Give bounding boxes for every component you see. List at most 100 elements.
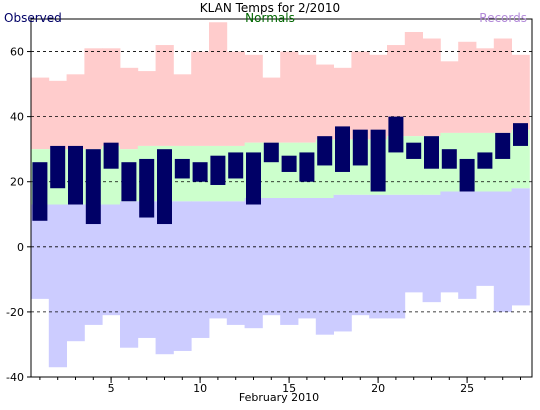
observed-bar bbox=[459, 158, 475, 192]
record-high-bar bbox=[226, 51, 245, 146]
record-high-bar bbox=[493, 38, 512, 133]
x-tick-label: 5 bbox=[108, 382, 115, 395]
observed-bar bbox=[317, 136, 333, 166]
observed-bar bbox=[263, 142, 279, 163]
observed-bar bbox=[513, 123, 528, 146]
observed-bar bbox=[68, 145, 83, 205]
record-high-bar bbox=[102, 48, 121, 146]
legend-observed: Observed bbox=[4, 11, 62, 25]
record-low-bar bbox=[511, 188, 530, 306]
record-low-bar bbox=[191, 201, 210, 338]
observed-bar bbox=[441, 149, 457, 169]
observed-bar bbox=[174, 158, 190, 179]
record-high-bar bbox=[84, 48, 103, 150]
observed-bar bbox=[424, 136, 439, 169]
legend-records: Records bbox=[479, 11, 527, 25]
x-tick-label: 25 bbox=[460, 382, 474, 395]
observed-bar bbox=[335, 126, 350, 172]
y-tick-label: 60 bbox=[10, 46, 24, 59]
record-low-bar bbox=[102, 204, 121, 316]
record-low-bar bbox=[369, 194, 388, 319]
record-high-bar bbox=[191, 51, 210, 146]
chart-title: KLAN Temps for 2/2010 bbox=[200, 1, 340, 15]
observed-bar bbox=[50, 145, 66, 189]
record-low-bar bbox=[315, 198, 334, 335]
record-low-bar bbox=[84, 204, 103, 325]
record-low-bar bbox=[298, 198, 317, 319]
record-high-bar bbox=[66, 74, 85, 150]
observed-bar bbox=[406, 142, 422, 159]
record-low-bar bbox=[440, 191, 459, 293]
record-high-bar bbox=[511, 54, 530, 130]
record-low-bar bbox=[209, 201, 228, 319]
observed-bar bbox=[281, 155, 297, 172]
record-high-bar bbox=[120, 67, 139, 150]
record-low-bar bbox=[262, 198, 281, 316]
observed-bar bbox=[103, 142, 119, 169]
record-high-bar bbox=[173, 74, 192, 146]
record-high-bar bbox=[262, 77, 281, 143]
plot-frame bbox=[30, 18, 533, 378]
observed-bar bbox=[192, 162, 208, 182]
observed-bar bbox=[121, 162, 137, 202]
observed-bar bbox=[477, 152, 493, 169]
record-high-bar bbox=[369, 54, 388, 140]
record-low-bar bbox=[404, 194, 423, 293]
observed-bar bbox=[139, 158, 155, 218]
record-high-bar bbox=[440, 61, 459, 133]
record-high-bar bbox=[31, 77, 50, 150]
observed-bar bbox=[210, 155, 226, 185]
record-low-bar bbox=[280, 198, 299, 325]
record-low-bar bbox=[476, 191, 495, 286]
record-low-bar bbox=[155, 201, 174, 355]
record-high-bar bbox=[333, 67, 352, 140]
observed-bar bbox=[157, 149, 172, 225]
y-tick-label: 20 bbox=[10, 176, 24, 189]
record-low-bar bbox=[351, 194, 370, 316]
record-low-bar bbox=[48, 204, 67, 368]
x-tick-label: 10 bbox=[193, 382, 207, 395]
y-tick-label: 40 bbox=[10, 111, 24, 124]
record-low-bar bbox=[387, 194, 406, 319]
record-low-bar bbox=[66, 204, 85, 342]
observed-bar bbox=[246, 152, 261, 205]
observed-bar bbox=[228, 152, 244, 179]
record-high-bar bbox=[137, 71, 156, 146]
record-high-bar bbox=[280, 51, 299, 143]
x-tick-label: 20 bbox=[371, 382, 385, 395]
observed-bar bbox=[299, 152, 315, 182]
record-low-bar bbox=[458, 191, 477, 299]
record-high-bar bbox=[422, 38, 441, 137]
record-low-bar bbox=[333, 194, 352, 332]
record-low-bar bbox=[493, 191, 512, 312]
observed-bar bbox=[370, 129, 386, 192]
record-high-bar bbox=[315, 64, 334, 140]
y-tick-label: -20 bbox=[6, 306, 24, 319]
observed-bar bbox=[388, 116, 404, 153]
observed-bar bbox=[352, 129, 368, 166]
record-high-bar bbox=[387, 45, 406, 137]
x-tick-label: 15 bbox=[282, 382, 296, 395]
record-high-bar bbox=[209, 22, 228, 146]
x-axis-label: February 2010 bbox=[239, 391, 319, 404]
record-low-bar bbox=[244, 198, 263, 329]
y-tick-label: -40 bbox=[6, 371, 24, 384]
record-high-bar bbox=[48, 80, 67, 150]
observed-bar bbox=[495, 132, 511, 159]
record-high-bar bbox=[244, 54, 263, 143]
record-high-bar bbox=[351, 51, 370, 140]
record-high-bar bbox=[298, 54, 317, 143]
observed-bar bbox=[85, 149, 101, 225]
record-low-bar bbox=[120, 201, 139, 348]
record-low-bar bbox=[422, 194, 441, 303]
observed-bar bbox=[32, 162, 48, 221]
record-low-bar bbox=[137, 201, 156, 338]
legend-normals: Normals bbox=[245, 11, 295, 25]
record-high-bar bbox=[476, 48, 495, 133]
record-high-bar bbox=[458, 41, 477, 133]
record-low-bar bbox=[31, 204, 50, 299]
record-high-bar bbox=[155, 45, 174, 146]
record-high-bar bbox=[404, 32, 423, 137]
